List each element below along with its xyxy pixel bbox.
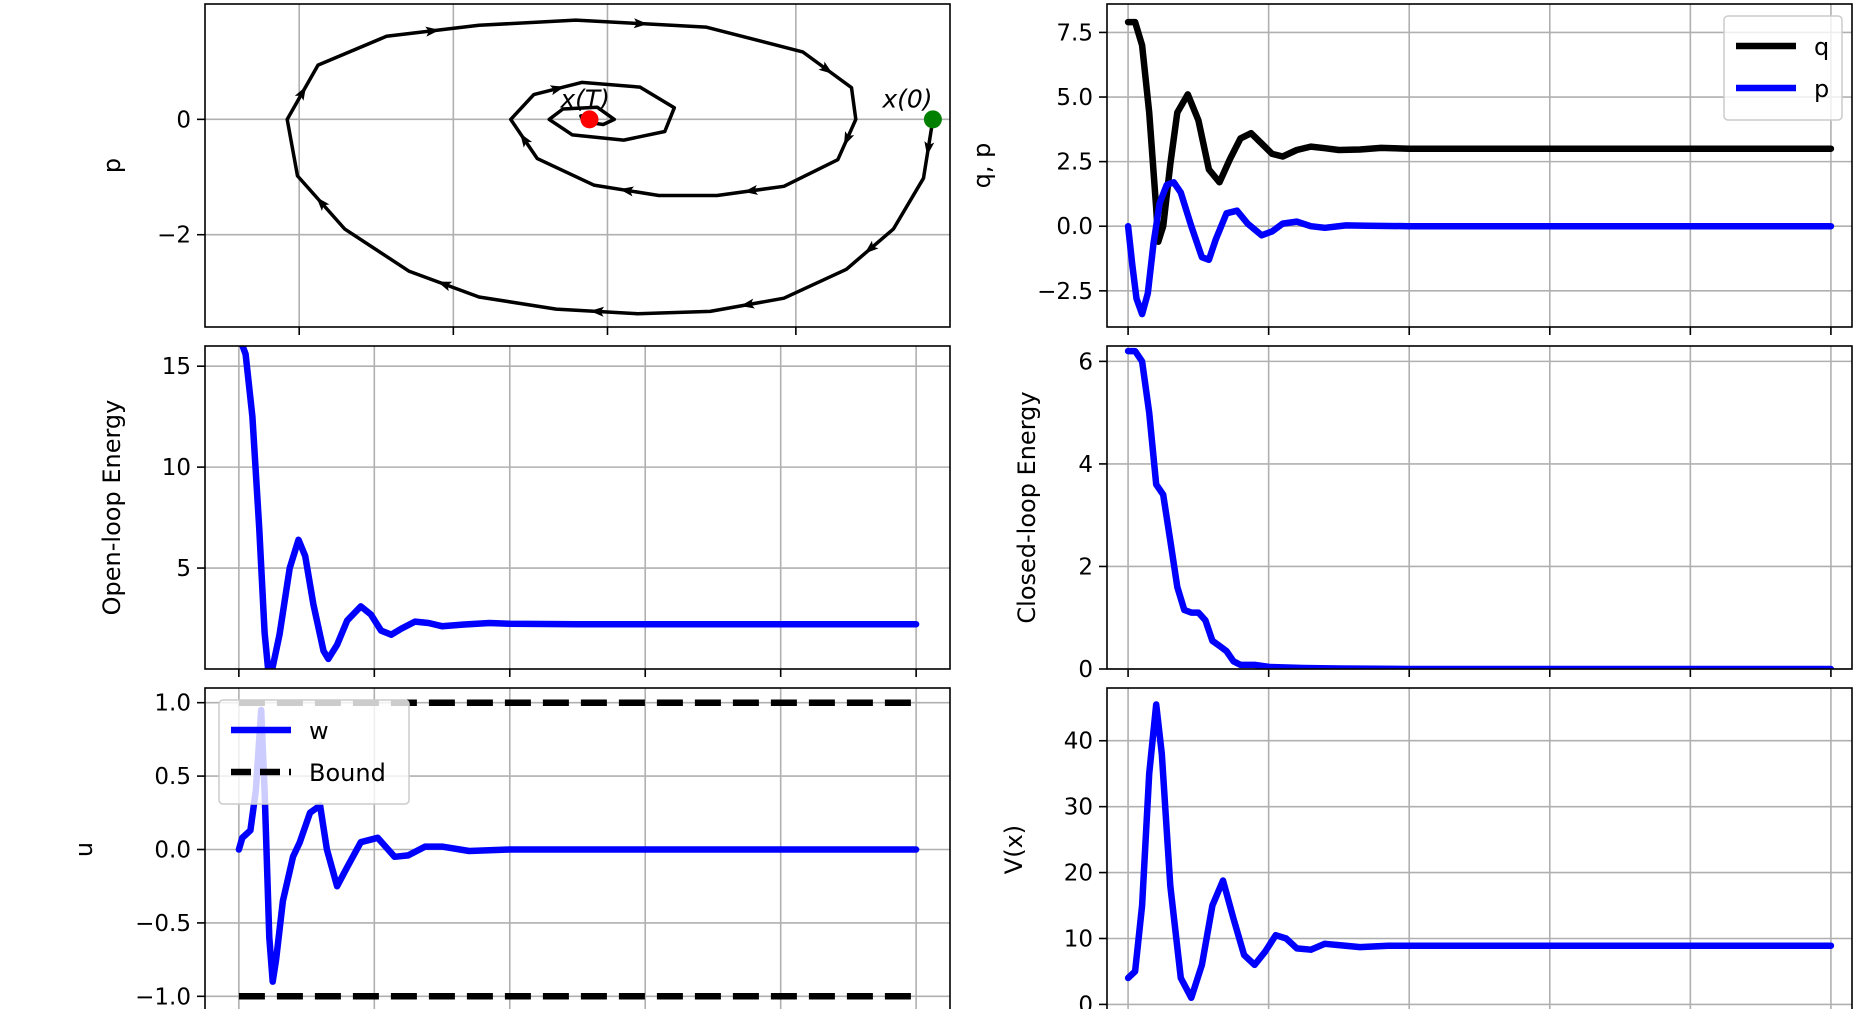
direction-arrow xyxy=(619,186,635,197)
y-tick-label: 2.5 xyxy=(1056,150,1093,176)
y-tick-label: 6 xyxy=(1078,349,1093,375)
y-tick-label: 10 xyxy=(162,455,191,481)
direction-arrow xyxy=(589,306,605,317)
y-axis-label: Open-loop Energy xyxy=(98,400,126,616)
y-tick-label: 7.5 xyxy=(1056,20,1093,46)
legend-label: w xyxy=(309,717,329,745)
y-tick-label: 5 xyxy=(176,556,191,582)
marker-point xyxy=(580,110,599,129)
series-line-0 xyxy=(1124,347,1835,669)
axes-frame xyxy=(1106,345,1853,670)
axes-frame xyxy=(1106,687,1853,1009)
y-tick-label: 0.0 xyxy=(154,838,191,864)
direction-arrow xyxy=(818,61,833,74)
y-tick-label: 20 xyxy=(1064,861,1093,887)
point-annotation: x(0) xyxy=(881,85,932,114)
direction-arrow xyxy=(520,133,533,148)
direction-arrow xyxy=(294,86,307,101)
subplot-phase: 0 −2 x(0) x(T) p xyxy=(98,3,951,335)
direction-arrow xyxy=(316,197,330,211)
subplot-closed_energy: 6 4 2 0 Closed-loop Energy xyxy=(1013,345,1853,683)
direction-arrow xyxy=(843,131,855,146)
y-tick-label: −2 xyxy=(157,223,191,249)
y-axis-label: u xyxy=(70,842,98,857)
subplot-qp: 7.5 5.0 2.5 0.0 −2.5 q, p qp xyxy=(968,3,1853,335)
legend-box xyxy=(218,699,410,805)
y-tick-label: 4 xyxy=(1078,452,1093,478)
y-axis-label: V(x) xyxy=(1000,825,1028,874)
direction-arrow xyxy=(425,26,440,37)
y-axis-label: q, p xyxy=(968,143,996,189)
series-line-q xyxy=(1124,18,1835,245)
legend-label: p xyxy=(1814,75,1829,103)
y-tick-label: 5.0 xyxy=(1056,85,1093,111)
legend-box xyxy=(1723,15,1843,121)
y-axis-label: Closed-loop Energy xyxy=(1013,391,1041,623)
axes-frame xyxy=(204,687,951,1009)
axes-frame xyxy=(204,3,951,328)
point-annotation: x(T) xyxy=(559,85,610,114)
direction-arrow xyxy=(437,281,453,292)
axes-frame xyxy=(204,345,951,670)
y-tick-label: 0.5 xyxy=(154,764,191,790)
direction-arrow xyxy=(633,18,648,29)
legend: qp xyxy=(1723,15,1843,121)
direction-arrow xyxy=(924,141,935,156)
axes-frame xyxy=(1106,3,1853,328)
plot-area xyxy=(285,18,935,317)
series-line-p xyxy=(1124,179,1835,318)
direction-arrow xyxy=(743,184,759,195)
y-tick-label: 30 xyxy=(1064,795,1093,821)
y-tick-label: 0 xyxy=(176,107,191,133)
subplot-control: 1.0 0.5 0.0 −0.5 −1.0 u w Bound xyxy=(70,687,951,1009)
y-tick-label: 15 xyxy=(162,354,191,380)
subplot-lyapunov: 40 30 20 10 0 V(x) xyxy=(1000,687,1853,1009)
series-line-0 xyxy=(285,18,935,316)
series-line-0 xyxy=(1124,701,1835,1002)
plot-area xyxy=(239,346,920,669)
direction-arrow xyxy=(740,298,755,309)
subplot-open_energy: 15 10 5 Open-loop Energy xyxy=(98,345,951,677)
legend-label: q xyxy=(1814,33,1829,61)
y-tick-label: 0.0 xyxy=(1056,214,1093,240)
marker-point xyxy=(923,110,942,129)
y-tick-label: 1.0 xyxy=(154,691,191,717)
plot-area xyxy=(1124,18,1835,318)
y-tick-label: 0 xyxy=(1078,992,1093,1009)
y-axis-label: p xyxy=(98,158,126,173)
y-tick-label: 40 xyxy=(1064,729,1093,755)
y-tick-label: 2 xyxy=(1078,554,1093,580)
plot-area xyxy=(1124,347,1835,669)
y-tick-label: −2.5 xyxy=(1037,279,1093,305)
legend: w Bound xyxy=(218,699,410,805)
y-tick-label: 0 xyxy=(1078,657,1093,683)
series-line-0 xyxy=(239,346,920,669)
direction-arrow xyxy=(864,240,879,254)
plot-area xyxy=(1124,701,1835,1002)
y-tick-label: 10 xyxy=(1064,926,1093,952)
direction-arrow xyxy=(549,85,565,96)
legend-label: Bound xyxy=(309,759,386,787)
y-tick-label: −1.0 xyxy=(135,984,191,1009)
y-tick-label: −0.5 xyxy=(135,911,191,937)
